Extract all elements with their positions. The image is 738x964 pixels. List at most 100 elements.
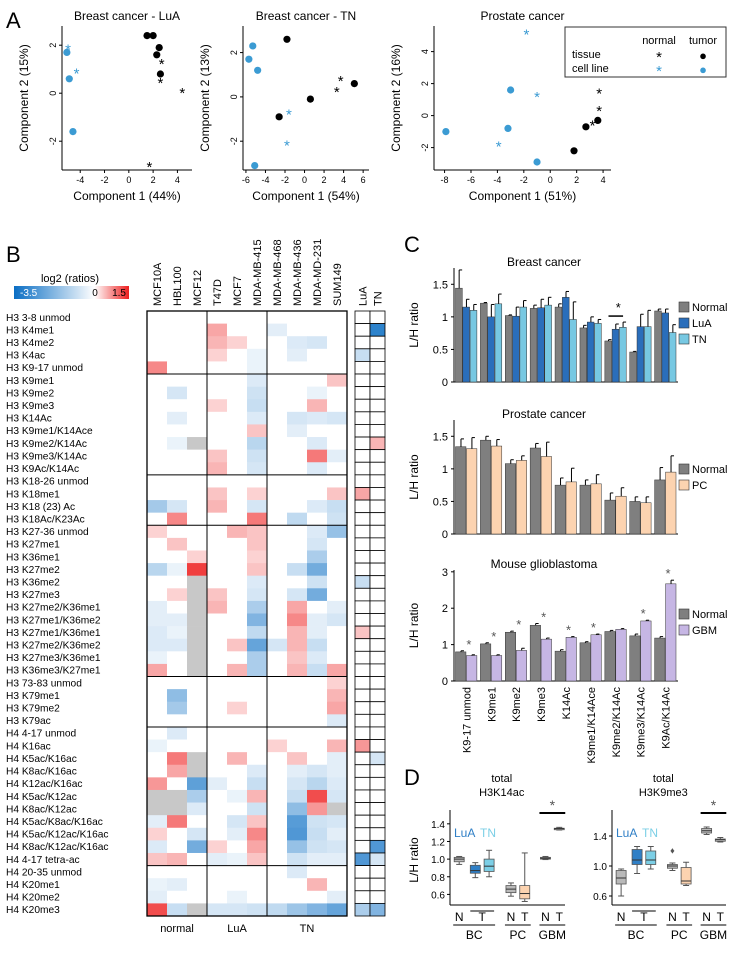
heatmap-cell bbox=[147, 500, 168, 513]
box-category-label: N bbox=[617, 910, 626, 924]
heatmap-cell bbox=[267, 336, 288, 350]
heatmap-cell bbox=[247, 399, 268, 413]
pca-y-tick-label: 0 bbox=[48, 91, 58, 96]
heatmap-cell bbox=[187, 600, 208, 614]
pca-point-star: * bbox=[496, 138, 502, 155]
box-title-1: total bbox=[491, 773, 512, 785]
heatmap-cell bbox=[247, 613, 268, 627]
heatmap-cell bbox=[227, 638, 248, 652]
bar-normal bbox=[604, 631, 616, 682]
heatmap-cell bbox=[327, 701, 348, 715]
bar-legend-label-tn: TN bbox=[692, 334, 707, 346]
heatmap-cell bbox=[267, 411, 288, 425]
box-y-tick-label: 1.0 bbox=[593, 862, 607, 873]
pca-x-tick-label: -4 bbox=[493, 175, 501, 185]
heatmap-cell bbox=[167, 789, 188, 803]
scale-mid-label: 0 bbox=[92, 288, 98, 299]
heatmap-row-label: H4 K8ac/K16ac bbox=[6, 767, 77, 778]
heatmap-row-label: H3 K27me1/K36me1 bbox=[6, 628, 101, 639]
side-cell-lua bbox=[354, 713, 371, 728]
heatmap-cell bbox=[287, 852, 308, 866]
heatmap-cell bbox=[207, 852, 228, 866]
heatmap-cell bbox=[207, 449, 228, 463]
heatmap-cell bbox=[247, 840, 268, 854]
heatmap-cell bbox=[267, 600, 288, 614]
side-cell-lua bbox=[354, 411, 371, 425]
box-significance-star: * bbox=[711, 797, 717, 813]
heatmap-cell bbox=[307, 588, 328, 602]
heatmap-cell bbox=[307, 613, 328, 627]
heatmap-cell bbox=[227, 588, 248, 602]
side-cell-lua bbox=[354, 625, 371, 640]
side-cell-tn bbox=[369, 865, 386, 879]
side-cell-tn bbox=[369, 323, 386, 337]
box-group-label-bc: BC bbox=[466, 928, 483, 942]
heatmap-cell bbox=[327, 361, 348, 375]
bar-y-label: L/H ratio bbox=[407, 603, 421, 649]
heatmap-cell bbox=[147, 676, 168, 690]
heatmap-cell bbox=[247, 714, 268, 728]
bar-legend-swatch-pc bbox=[678, 479, 690, 491]
pca-point-star: * bbox=[596, 103, 602, 120]
heatmap-cell bbox=[327, 890, 348, 904]
bar-legend-swatch-tn bbox=[678, 333, 690, 345]
heatmap-cell bbox=[227, 348, 248, 362]
heatmap-cell bbox=[207, 777, 228, 791]
bar-lua bbox=[636, 326, 645, 383]
heatmap-cell bbox=[247, 689, 268, 703]
side-cell-lua bbox=[354, 663, 371, 677]
heatmap-cell bbox=[327, 588, 348, 602]
heatmap-cell bbox=[167, 348, 188, 362]
heatmap-cell bbox=[267, 449, 288, 463]
legend-marker-cell-normal: * bbox=[656, 63, 662, 80]
side-cell-tn bbox=[369, 701, 386, 715]
heatmap-cell bbox=[247, 638, 268, 652]
heatmap-cell bbox=[147, 903, 168, 917]
heatmap-cell bbox=[327, 437, 348, 450]
heatmap-col-label-mda-mb-415: MDA-MB-415 bbox=[252, 239, 264, 306]
heatmap-cell bbox=[167, 550, 188, 564]
bar-y-tick-label: 2 bbox=[442, 603, 448, 615]
heatmap-cell bbox=[327, 663, 348, 677]
side-cell-tn bbox=[369, 499, 386, 514]
box-category-label: T bbox=[640, 910, 648, 924]
heatmap-cell bbox=[307, 525, 328, 539]
pca-x-tick-label: 2 bbox=[151, 175, 156, 185]
heatmap-cell bbox=[187, 865, 208, 879]
pca-x-tick-label: 2 bbox=[322, 175, 327, 185]
heatmap-cell bbox=[307, 462, 328, 476]
heatmap-cell bbox=[287, 336, 308, 350]
heatmap-cell bbox=[267, 323, 288, 337]
side-cell-lua bbox=[354, 613, 371, 627]
heatmap-cell bbox=[267, 827, 288, 841]
heatmap-cell bbox=[187, 752, 208, 766]
heatmap-cell bbox=[187, 651, 208, 665]
side-cell-lua bbox=[354, 499, 371, 514]
heatmap-cell bbox=[327, 651, 348, 665]
pca-x-tick-label: 6 bbox=[361, 175, 366, 185]
heatmap-cell bbox=[287, 588, 308, 602]
pca-x-tick-label: 0 bbox=[302, 175, 307, 185]
heatmap-cell bbox=[167, 399, 188, 413]
heatmap-cell bbox=[307, 563, 328, 576]
heatmap-cell bbox=[227, 462, 248, 476]
heatmap-row-label: H3 K18-26 unmod bbox=[6, 477, 89, 488]
heatmap-cell bbox=[267, 789, 288, 803]
side-cell-tn bbox=[369, 436, 386, 451]
side-cell-lua bbox=[354, 512, 371, 526]
heatmap-cell bbox=[147, 613, 168, 627]
heatmap-cell bbox=[147, 701, 168, 715]
heatmap-cell bbox=[307, 500, 328, 513]
bar-legend-swatch-normal bbox=[678, 463, 690, 475]
side-cell-tn bbox=[369, 449, 386, 463]
heatmap-cell bbox=[307, 537, 328, 551]
heatmap-cell bbox=[207, 474, 228, 488]
heatmap-row-label: H3 K18 (23) Ac bbox=[6, 502, 75, 513]
side-cell-tn bbox=[369, 751, 386, 766]
heatmap-cell bbox=[207, 399, 228, 413]
heatmap-cell bbox=[327, 500, 348, 513]
pca-y-tick-label: 2 bbox=[48, 43, 58, 48]
pca-plot-2: Breast cancer - TN -6 -4 -2 0 2 4 6 -2 0 2 Componen… bbox=[198, 9, 369, 203]
pca-point-star: * bbox=[334, 84, 340, 101]
